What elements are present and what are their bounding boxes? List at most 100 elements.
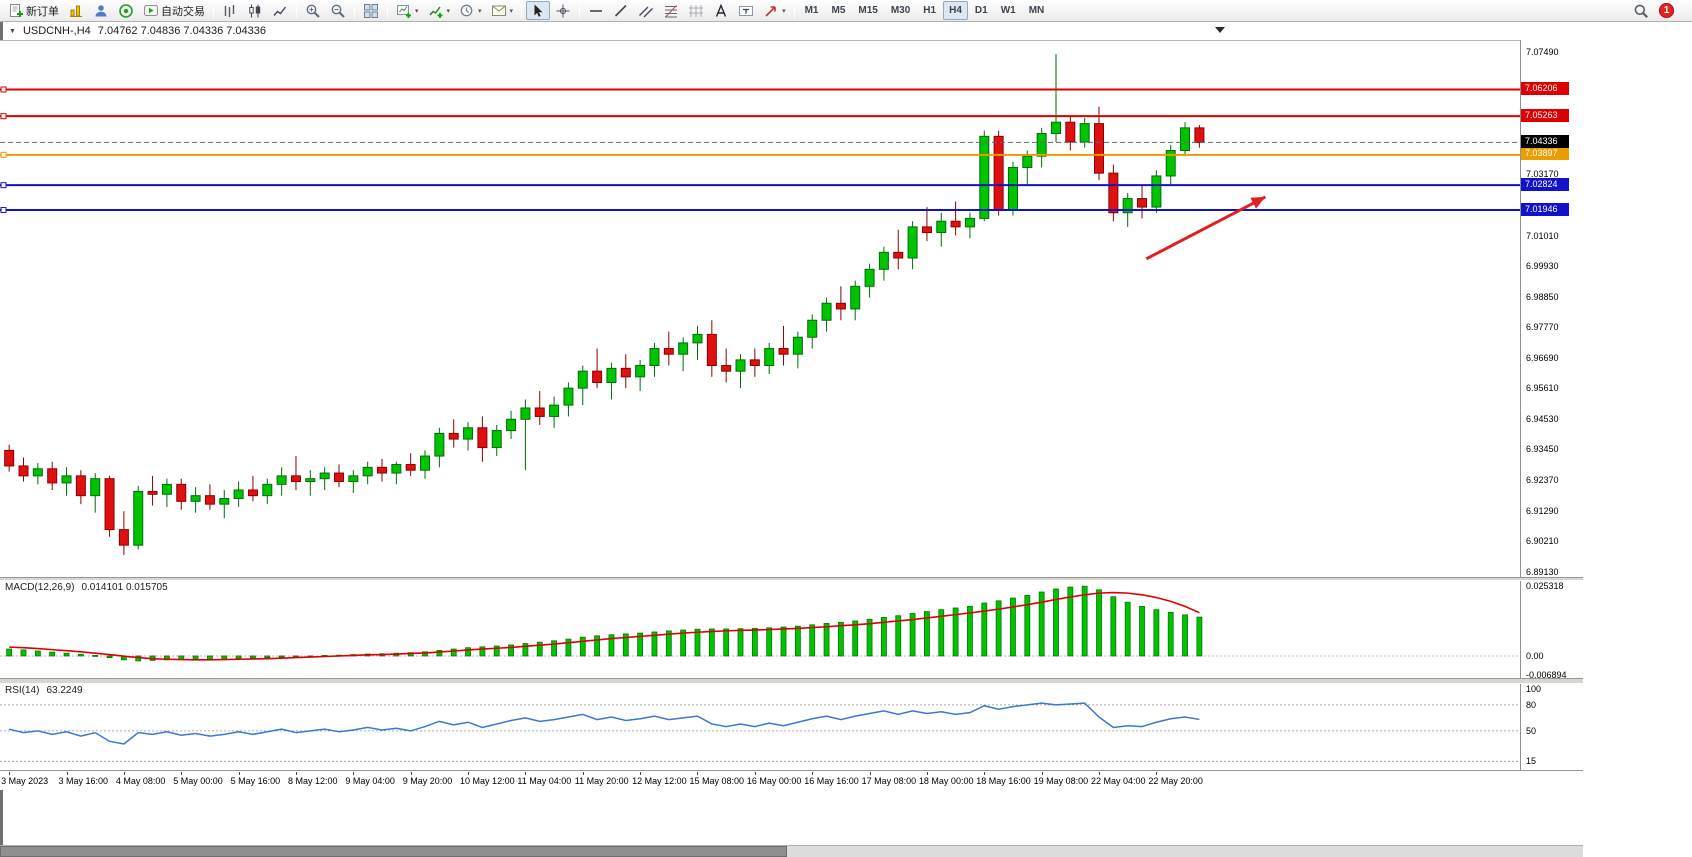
candle bbox=[964, 212, 975, 239]
new-chart-icon bbox=[396, 3, 412, 19]
price-axis-label: 6.91290 bbox=[1526, 505, 1559, 516]
timeframe-m30-button[interactable]: M30 bbox=[885, 1, 916, 20]
button-label: W1 bbox=[1000, 5, 1016, 16]
candle bbox=[735, 354, 746, 389]
candle bbox=[721, 348, 732, 383]
timeframe-h4-button[interactable]: H4 bbox=[943, 1, 968, 20]
macd-histogram-bar bbox=[694, 628, 701, 657]
autotrade-icon bbox=[143, 3, 159, 19]
timeframe-m1-button[interactable]: M1 bbox=[799, 1, 825, 20]
timeframe-h1-button[interactable]: H1 bbox=[917, 1, 942, 20]
periods-button[interactable]: ▾ bbox=[455, 1, 486, 20]
indicators-button[interactable]: ▾ bbox=[424, 1, 455, 20]
zoom-out-button[interactable] bbox=[326, 1, 350, 20]
timeframe-mn-button[interactable]: MN bbox=[1023, 1, 1051, 20]
panel-separator[interactable] bbox=[0, 678, 1583, 684]
templates-button[interactable]: ▾ bbox=[487, 1, 518, 20]
time-axis-tick bbox=[1041, 772, 1043, 775]
grid-tool-button[interactable] bbox=[684, 1, 708, 20]
price-axis-label: 6.93450 bbox=[1526, 444, 1559, 455]
timeframe-d1-button[interactable]: D1 bbox=[969, 1, 994, 20]
horizontal-scrollbar[interactable] bbox=[0, 845, 1583, 857]
toolbar-right: 1 bbox=[1633, 3, 1688, 19]
line-handle[interactable] bbox=[0, 113, 7, 120]
candle bbox=[118, 511, 129, 556]
candle bbox=[333, 464, 344, 488]
candlestick-mode-button[interactable] bbox=[243, 1, 267, 20]
text-tool-button[interactable] bbox=[709, 1, 733, 20]
candle bbox=[262, 478, 273, 505]
candle bbox=[75, 470, 86, 505]
toolbar-separator bbox=[213, 3, 214, 18]
crosshair-tool-button[interactable] bbox=[551, 1, 575, 20]
macd-histogram-bar bbox=[852, 620, 859, 657]
channel-tool-button[interactable] bbox=[634, 1, 658, 20]
arrows-tool-button[interactable]: ▾ bbox=[759, 1, 790, 20]
price-axis-label: 7.03170 bbox=[1526, 169, 1559, 180]
search-icon[interactable] bbox=[1633, 3, 1649, 19]
price-axis-label: 6.94530 bbox=[1526, 413, 1559, 424]
trend-arrow-annotation[interactable] bbox=[1145, 195, 1267, 261]
line-handle[interactable] bbox=[0, 182, 7, 189]
main-chart-plot[interactable] bbox=[0, 40, 1520, 577]
hline-tool-button[interactable] bbox=[584, 1, 608, 20]
line-chart-mode-button[interactable] bbox=[268, 1, 292, 20]
new-order-button[interactable]: 新订单 bbox=[4, 1, 63, 20]
panel-separator[interactable] bbox=[0, 577, 1583, 581]
rsi-axis-label: 80 bbox=[1526, 699, 1537, 710]
timeframe-m5-button[interactable]: M5 bbox=[825, 1, 851, 20]
rsi-indicator-plot[interactable] bbox=[0, 684, 1520, 770]
line-handle[interactable] bbox=[0, 86, 7, 93]
caret-down-icon: ▾ bbox=[509, 7, 514, 15]
timeframe-w1-button[interactable]: W1 bbox=[995, 1, 1022, 20]
candle bbox=[1022, 150, 1033, 185]
time-axis-label: 9 May 04:00 bbox=[345, 776, 395, 786]
fibonacci-tool-button[interactable] bbox=[659, 1, 683, 20]
label-tool-button[interactable] bbox=[734, 1, 758, 20]
candle bbox=[1050, 54, 1061, 143]
community-button[interactable] bbox=[114, 1, 138, 20]
time-axis-tick bbox=[640, 772, 642, 775]
macd-histogram-bar bbox=[637, 632, 644, 657]
bar-chart-mode-button[interactable] bbox=[218, 1, 242, 20]
chart-ohlc-values: 7.04762 7.04836 7.04336 7.04336 bbox=[97, 25, 266, 37]
macd-histogram-bar bbox=[92, 655, 99, 657]
candle bbox=[4, 444, 15, 472]
time-axis-tick bbox=[582, 772, 584, 775]
time-axis-border bbox=[0, 770, 1583, 772]
profile-button[interactable] bbox=[89, 1, 113, 20]
collapse-triangle-icon[interactable]: ▼ bbox=[9, 27, 16, 35]
macd-histogram-bar bbox=[6, 648, 13, 657]
macd-indicator-plot[interactable] bbox=[0, 581, 1520, 678]
scrollbar-thumb[interactable] bbox=[0, 846, 787, 857]
line-handle[interactable] bbox=[0, 207, 7, 214]
macd-histogram-bar bbox=[608, 634, 615, 657]
line-handle[interactable] bbox=[0, 151, 7, 158]
tile-windows-icon bbox=[363, 3, 379, 19]
macd-histogram-bar bbox=[924, 611, 930, 657]
new-chart-button[interactable]: ▾ bbox=[392, 1, 423, 20]
macd-histogram-bar bbox=[1139, 605, 1145, 657]
button-label: 自动交易 bbox=[161, 5, 205, 18]
cursor-tool-button[interactable] bbox=[526, 1, 551, 20]
candle bbox=[577, 365, 588, 406]
candle bbox=[764, 342, 775, 375]
candle bbox=[950, 201, 961, 236]
trendline-tool-button[interactable] bbox=[609, 1, 633, 20]
macd-histogram-bar bbox=[422, 651, 428, 657]
charts-button[interactable] bbox=[64, 1, 88, 20]
caret-down-icon: ▾ bbox=[446, 7, 451, 15]
macd-histogram-bar bbox=[981, 602, 988, 657]
chart-shift-marker-icon[interactable] bbox=[1215, 27, 1225, 33]
zoom-in-button[interactable] bbox=[301, 1, 325, 20]
time-axis-tick bbox=[869, 772, 871, 775]
timeframe-m15-button[interactable]: M15 bbox=[852, 1, 883, 20]
tile-windows-button[interactable] bbox=[359, 1, 383, 20]
autotrading-button[interactable]: 自动交易 bbox=[139, 1, 209, 20]
notification-badge[interactable]: 1 bbox=[1659, 3, 1674, 18]
time-axis-tick bbox=[353, 772, 355, 775]
candle bbox=[520, 399, 531, 471]
macd-histogram-bar bbox=[465, 647, 471, 657]
price-axis-label: 6.89130 bbox=[1526, 566, 1559, 577]
candle bbox=[1036, 127, 1047, 168]
